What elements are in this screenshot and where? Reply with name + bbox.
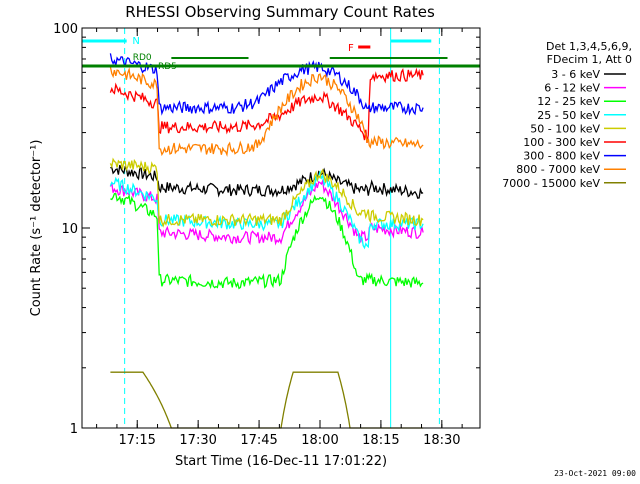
annotation-f: F: [348, 43, 354, 54]
series-line-6: [109, 53, 424, 116]
legend-item-label: 25 - 50 keV: [537, 109, 600, 122]
x-tick-label: 18:00: [301, 433, 338, 448]
y-tick-label: 10: [61, 222, 78, 237]
series-line-0: [110, 164, 424, 199]
legend-header: FDecim 1, Att 0: [547, 53, 632, 66]
y-axis-label: Count Rate (s⁻¹ detector⁻¹): [29, 140, 44, 317]
series-line-5: [109, 67, 424, 144]
y-tick-label: 1: [70, 422, 78, 437]
x-axis-label: Start Time (16-Dec-11 17:01:22): [175, 454, 387, 469]
y-tick-label: 100: [53, 22, 78, 37]
x-tick-label: 17:45: [240, 433, 277, 448]
x-tick-label: 18:15: [362, 433, 399, 448]
annotation-rd5: RD5: [158, 62, 177, 72]
series-line-7: [109, 66, 424, 158]
series-line-3: [109, 169, 424, 250]
x-tick-label: 17:15: [118, 433, 155, 448]
legend-item-label: 7000 - 15000 keV: [502, 177, 600, 190]
legend-item-label: 3 - 6 keV: [551, 68, 600, 81]
timestamp-footer: 23-Oct-2021 09:00: [554, 469, 636, 478]
legend-item-label: 12 - 25 keV: [537, 95, 600, 108]
annotation-n: N: [132, 36, 139, 47]
series-line-8: [110, 371, 424, 429]
series-line-4: [109, 157, 424, 228]
legend-item-label: 50 - 100 keV: [530, 122, 600, 135]
x-tick-label: 17:30: [179, 433, 216, 448]
chart-title: RHESSI Observing Summary Count Rates: [125, 3, 435, 21]
x-tick-label: 18:30: [423, 433, 460, 448]
legend-item-label: 300 - 800 keV: [523, 150, 600, 163]
legend-item-label: 6 - 12 keV: [544, 82, 600, 95]
legend-header: Det 1,3,4,5,6,9,: [546, 40, 632, 53]
series-line-2: [110, 193, 424, 290]
legend-item-label: 100 - 300 keV: [523, 136, 600, 149]
annotation-rd0: RD0: [133, 53, 152, 63]
legend-item-label: 800 - 7000 keV: [516, 163, 600, 176]
